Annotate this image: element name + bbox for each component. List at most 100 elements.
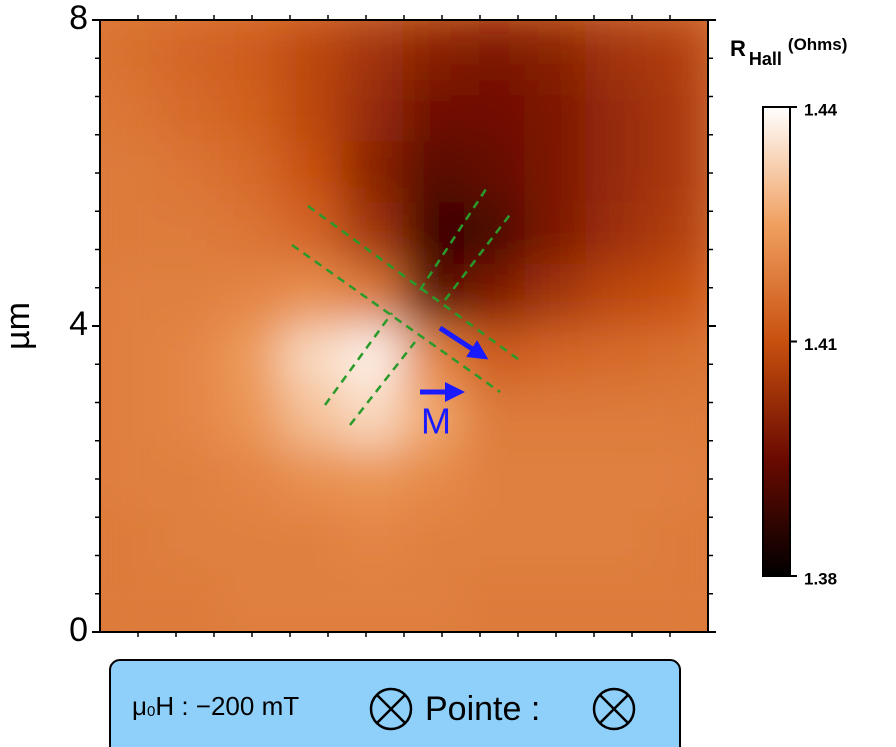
heat-cell — [281, 80, 345, 144]
heat-cell — [220, 569, 284, 632]
colorbar-tick-label: 1.38 — [804, 569, 837, 588]
heat-cell — [646, 20, 708, 83]
heat-cell — [159, 20, 223, 83]
heat-cell — [524, 386, 588, 450]
heatmap — [100, 20, 708, 632]
colorbar-label-sub: Hall — [749, 49, 782, 69]
heat-cell — [342, 569, 405, 632]
heat-cell — [646, 202, 708, 266]
heat-cell — [646, 80, 708, 144]
heat-cell — [403, 447, 466, 511]
dashed-line — [307, 204, 523, 364]
colorbar-tick-label: 1.41 — [804, 335, 837, 354]
heat-cell — [342, 263, 405, 327]
domain-wall-lines — [291, 185, 523, 426]
heat-cell — [220, 202, 284, 266]
heat-cell — [646, 263, 708, 327]
heat-cell — [463, 325, 527, 389]
heat-cell — [524, 202, 588, 266]
colorbar-label: R Hall (Ohms) — [730, 35, 847, 68]
heat-cell — [281, 202, 345, 266]
heat-cell — [463, 202, 527, 266]
heat-cell — [403, 508, 466, 572]
heat-cell — [342, 20, 405, 83]
heat-cell — [524, 80, 588, 144]
heat-cell — [281, 569, 345, 632]
heat-cell — [100, 386, 162, 450]
dashed-line — [291, 243, 501, 394]
heat-cell — [585, 202, 649, 266]
heat-cell — [403, 20, 466, 83]
y-tick-label: 4 — [69, 305, 88, 343]
annotation: M — [421, 401, 451, 442]
heat-cell — [646, 141, 708, 205]
heat-cell — [585, 80, 649, 144]
heat-cell — [100, 20, 162, 83]
heat-cell — [403, 80, 466, 144]
heat-cell — [159, 263, 223, 327]
heat-cell — [220, 80, 284, 144]
heat-cell — [646, 569, 708, 632]
heat-cell — [585, 20, 649, 83]
heat-cell — [463, 141, 527, 205]
heat-cell — [159, 386, 223, 450]
heat-cell — [403, 263, 466, 327]
heat-cell — [281, 508, 345, 572]
heat-cell — [281, 447, 345, 511]
heat-cell — [524, 325, 588, 389]
cross-symbol — [369, 687, 413, 731]
heat-cell — [342, 80, 405, 144]
field-label: μ0H : −200 mT — [132, 691, 299, 721]
tip-label: Pointe : — [425, 690, 540, 728]
heat-cell — [220, 20, 284, 83]
heat-cell — [100, 80, 162, 144]
heat-cell — [463, 386, 527, 450]
field-sub: 0 — [147, 703, 155, 720]
heat-cell — [220, 447, 284, 511]
heat-cell — [220, 141, 284, 205]
heat-cell — [524, 263, 588, 327]
heat-cell — [403, 569, 466, 632]
colorbar — [762, 106, 791, 577]
heat-cell — [646, 447, 708, 511]
heat-cell — [524, 447, 588, 511]
heat-cell — [463, 80, 527, 144]
heat-cell — [100, 202, 162, 266]
heat-cell — [585, 508, 649, 572]
heat-cell — [585, 569, 649, 632]
heat-cell — [463, 20, 527, 83]
heat-cell — [646, 386, 708, 450]
cross-symbol — [592, 687, 636, 731]
heat-cell — [220, 386, 284, 450]
heat-cell — [403, 202, 466, 266]
heat-cell — [342, 386, 405, 450]
heat-cell — [463, 263, 527, 327]
heat-cell — [159, 325, 223, 389]
dashed-line — [323, 312, 394, 406]
heat-cell — [159, 141, 223, 205]
y-tick-label: 0 — [69, 611, 88, 649]
colorbar-tick-label: 1.44 — [804, 100, 838, 119]
heat-cell — [646, 508, 708, 572]
magnetization-arrows — [420, 325, 489, 402]
heat-cell — [100, 263, 162, 327]
dashed-line — [349, 341, 416, 426]
heat-cell — [159, 447, 223, 511]
heat-cell — [100, 141, 162, 205]
heat-cell — [585, 386, 649, 450]
heat-cell — [100, 508, 162, 572]
heat-cell — [342, 325, 405, 389]
heat-cell — [463, 508, 527, 572]
heat-cell — [463, 569, 527, 632]
heat-cell — [159, 80, 223, 144]
heat-cell — [100, 569, 162, 632]
colorbar-unit: (Ohms) — [788, 35, 848, 54]
heat-cell — [585, 263, 649, 327]
heat-cell — [159, 569, 223, 632]
y-tick-label: 8 — [69, 0, 88, 37]
heat-cell — [646, 325, 708, 389]
heat-cell — [524, 569, 588, 632]
heat-cell — [524, 508, 588, 572]
field-rest: H : −200 mT — [155, 691, 299, 721]
